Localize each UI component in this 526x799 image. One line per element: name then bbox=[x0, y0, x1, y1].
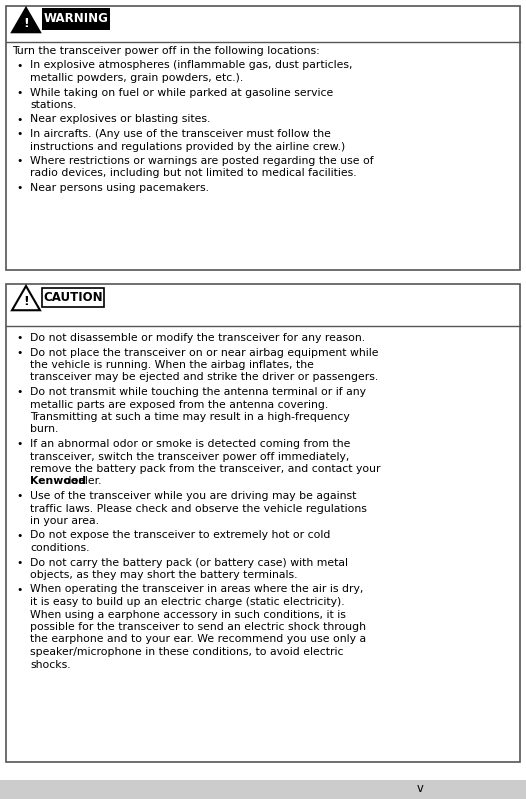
Text: Near explosives or blasting sites.: Near explosives or blasting sites. bbox=[30, 114, 210, 125]
FancyBboxPatch shape bbox=[0, 780, 526, 799]
Text: When operating the transceiver in areas where the air is dry,: When operating the transceiver in areas … bbox=[30, 585, 363, 594]
Text: •: • bbox=[17, 115, 23, 125]
Text: !: ! bbox=[23, 17, 29, 30]
Text: In explosive atmospheres (inflammable gas, dust particles,: In explosive atmospheres (inflammable ga… bbox=[30, 61, 352, 70]
Text: remove the battery pack from the transceiver, and contact your: remove the battery pack from the transce… bbox=[30, 464, 380, 474]
Text: WARNING: WARNING bbox=[44, 13, 108, 26]
Text: While taking on fuel or while parked at gasoline service: While taking on fuel or while parked at … bbox=[30, 88, 333, 97]
Text: When using a earphone accessory in such conditions, it is: When using a earphone accessory in such … bbox=[30, 610, 346, 619]
Text: Do not place the transceiver on or near airbag equipment while: Do not place the transceiver on or near … bbox=[30, 348, 379, 357]
Text: Near persons using pacemakers.: Near persons using pacemakers. bbox=[30, 183, 209, 193]
Text: •: • bbox=[17, 531, 23, 541]
Text: •: • bbox=[17, 585, 23, 594]
Text: Kenwood: Kenwood bbox=[30, 476, 86, 487]
Text: speaker/microphone in these conditions, to avoid electric: speaker/microphone in these conditions, … bbox=[30, 647, 343, 657]
Text: !: ! bbox=[23, 295, 29, 308]
Text: •: • bbox=[17, 157, 23, 166]
Text: Do not disassemble or modify the transceiver for any reason.: Do not disassemble or modify the transce… bbox=[30, 333, 365, 343]
FancyBboxPatch shape bbox=[6, 6, 520, 270]
Text: •: • bbox=[17, 183, 23, 193]
Text: the vehicle is running. When the airbag inflates, the: the vehicle is running. When the airbag … bbox=[30, 360, 314, 370]
Text: In aircrafts. (Any use of the transceiver must follow the: In aircrafts. (Any use of the transceive… bbox=[30, 129, 331, 139]
Text: the earphone and to your ear. We recommend you use only a: the earphone and to your ear. We recomme… bbox=[30, 634, 366, 645]
Text: stations.: stations. bbox=[30, 100, 76, 110]
Text: shocks.: shocks. bbox=[30, 659, 70, 670]
Text: v: v bbox=[417, 782, 423, 796]
Text: objects, as they may short the battery terminals.: objects, as they may short the battery t… bbox=[30, 570, 298, 580]
Text: metallic powders, grain powders, etc.).: metallic powders, grain powders, etc.). bbox=[30, 73, 243, 83]
Text: If an abnormal odor or smoke is detected coming from the: If an abnormal odor or smoke is detected… bbox=[30, 439, 350, 449]
Text: Transmitting at such a time may result in a high-frequency: Transmitting at such a time may result i… bbox=[30, 412, 350, 422]
Text: Do not transmit while touching the antenna terminal or if any: Do not transmit while touching the anten… bbox=[30, 387, 366, 397]
Polygon shape bbox=[12, 8, 40, 32]
Text: dealer.: dealer. bbox=[60, 476, 101, 487]
Text: burn.: burn. bbox=[30, 424, 58, 435]
Text: •: • bbox=[17, 439, 23, 449]
Text: transceiver, switch the transceiver power off immediately,: transceiver, switch the transceiver powe… bbox=[30, 451, 349, 462]
Text: •: • bbox=[17, 491, 23, 501]
Text: instructions and regulations provided by the airline crew.): instructions and regulations provided by… bbox=[30, 141, 345, 152]
FancyBboxPatch shape bbox=[42, 8, 110, 30]
Text: Use of the transceiver while you are driving may be against: Use of the transceiver while you are dri… bbox=[30, 491, 357, 501]
Text: Do not expose the transceiver to extremely hot or cold: Do not expose the transceiver to extreme… bbox=[30, 531, 330, 540]
Text: Do not carry the battery pack (or battery case) with metal: Do not carry the battery pack (or batter… bbox=[30, 558, 348, 567]
Text: •: • bbox=[17, 61, 23, 71]
Text: conditions.: conditions. bbox=[30, 543, 89, 553]
Text: possible for the transceiver to send an electric shock through: possible for the transceiver to send an … bbox=[30, 622, 366, 632]
Text: •: • bbox=[17, 88, 23, 97]
Text: •: • bbox=[17, 129, 23, 139]
Text: Where restrictions or warnings are posted regarding the use of: Where restrictions or warnings are poste… bbox=[30, 156, 373, 166]
Text: metallic parts are exposed from the antenna covering.: metallic parts are exposed from the ante… bbox=[30, 400, 328, 410]
Polygon shape bbox=[12, 286, 40, 310]
Text: •: • bbox=[17, 558, 23, 568]
Text: in your area.: in your area. bbox=[30, 516, 99, 526]
Text: •: • bbox=[17, 348, 23, 358]
FancyBboxPatch shape bbox=[42, 288, 104, 307]
Text: traffic laws. Please check and observe the vehicle regulations: traffic laws. Please check and observe t… bbox=[30, 503, 367, 514]
Text: •: • bbox=[17, 388, 23, 397]
Text: transceiver may be ejected and strike the driver or passengers.: transceiver may be ejected and strike th… bbox=[30, 372, 378, 383]
Text: CAUTION: CAUTION bbox=[43, 291, 103, 304]
Text: •: • bbox=[17, 333, 23, 344]
Text: it is easy to build up an electric charge (static electricity).: it is easy to build up an electric charg… bbox=[30, 597, 345, 607]
FancyBboxPatch shape bbox=[6, 284, 520, 762]
Text: radio devices, including but not limited to medical facilities.: radio devices, including but not limited… bbox=[30, 169, 357, 178]
Text: Turn the transceiver power off in the following locations:: Turn the transceiver power off in the fo… bbox=[12, 46, 320, 56]
